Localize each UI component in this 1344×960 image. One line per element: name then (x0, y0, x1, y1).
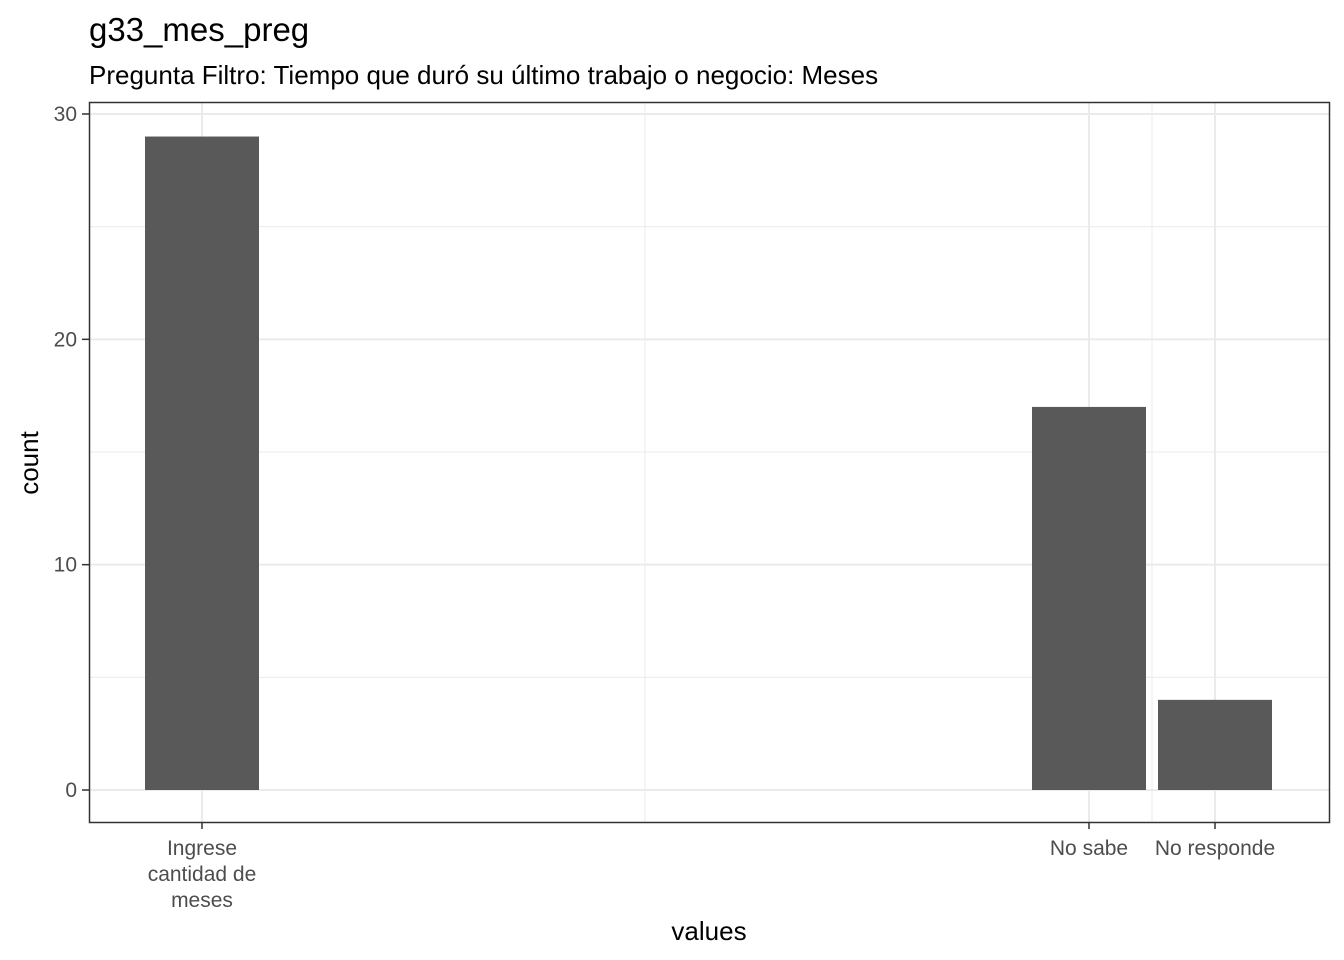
x-axis-title: values (671, 916, 746, 946)
x-tick-label: Ingrese cantidad de meses (148, 837, 257, 912)
y-axis: 0 10 20 30 (54, 103, 89, 802)
bar (1158, 699, 1272, 790)
y-tick-label: 0 (65, 779, 77, 802)
x-tick-label: No sabe (1050, 837, 1128, 860)
x-tick-label: No responde (1155, 837, 1275, 860)
chart-title: g33_mes_preg (89, 11, 309, 48)
chart-subtitle: Pregunta Filtro: Tiempo que duró su últi… (89, 60, 878, 90)
bar (145, 136, 259, 791)
x-axis: Ingrese cantidad de meses No sabe No respond… (148, 822, 1275, 912)
panel-border (88, 101, 1331, 824)
y-tick-label: 30 (54, 103, 77, 126)
bar (1032, 406, 1146, 790)
bars (145, 136, 1272, 791)
y-axis-title: count (14, 430, 44, 494)
y-tick-label: 10 (54, 554, 77, 577)
y-tick-label: 20 (54, 328, 77, 351)
